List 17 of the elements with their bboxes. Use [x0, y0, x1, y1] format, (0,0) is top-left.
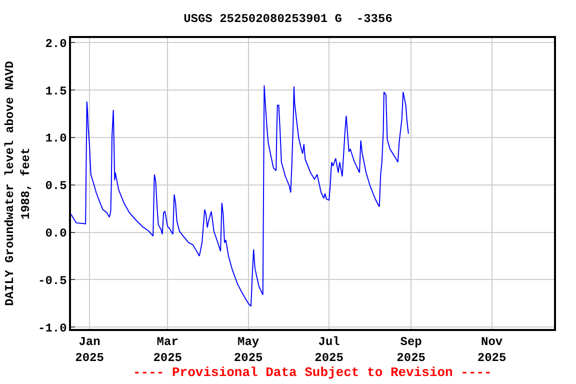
y-tick-label: -1.0 [38, 321, 67, 336]
x-tick-label: Jan 2025 [75, 335, 104, 365]
y-axis-title: DAILY Groundwater level above NAVD 1988, feet [3, 61, 33, 306]
x-tick-label: May 2025 [234, 335, 263, 365]
x-tick-label: Mar 2025 [153, 335, 182, 365]
x-tick-label: Nov 2025 [477, 335, 506, 365]
line-series [71, 84, 409, 307]
y-tick-label: -0.5 [38, 274, 67, 288]
x-tick-label: Sep 2025 [396, 335, 426, 365]
y-tick-label: 1.5 [45, 84, 67, 98]
y-tick-label: 0.0 [45, 226, 67, 241]
chart-title: USGS 252502080253901 G -3356 [184, 12, 392, 26]
text: ---- Provisional Data Subject to Revision ---- [133, 365, 492, 380]
y-tick-label: 2.0 [45, 36, 67, 51]
x-tick-label: Jul 2025 [314, 335, 344, 365]
y-tick-label: 0.5 [45, 179, 67, 194]
y-tick-label: 1.0 [45, 132, 67, 146]
